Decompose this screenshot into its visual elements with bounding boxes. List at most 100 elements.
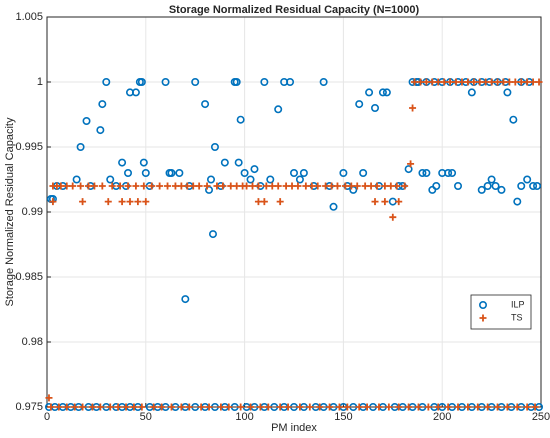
data-point <box>116 182 124 190</box>
data-point <box>260 198 268 206</box>
data-point <box>319 78 328 87</box>
data-point <box>448 169 457 178</box>
data-point <box>72 175 81 184</box>
data-point <box>205 403 213 411</box>
data-point <box>236 115 245 124</box>
data-point <box>126 198 134 206</box>
data-point <box>401 182 409 190</box>
data-point <box>124 182 132 190</box>
data-point <box>470 78 478 86</box>
data-point <box>381 198 389 206</box>
legend-label: TS <box>511 312 523 322</box>
data-point <box>284 403 292 411</box>
data-point <box>124 169 133 178</box>
data-point <box>131 88 140 97</box>
y-tick-label: 0.995 <box>15 141 43 153</box>
data-point <box>243 182 251 190</box>
data-point <box>387 182 395 190</box>
data-point <box>282 182 290 190</box>
data-point <box>262 182 270 190</box>
data-point <box>264 403 272 411</box>
data-point <box>106 175 115 184</box>
data-point <box>77 182 85 190</box>
data-point <box>474 403 482 411</box>
data-point <box>140 182 148 190</box>
data-point <box>378 88 387 97</box>
data-point <box>45 394 53 402</box>
data-point <box>164 182 172 190</box>
data-point <box>183 182 191 190</box>
data-point <box>363 403 371 411</box>
data-point <box>63 182 71 190</box>
data-point <box>434 403 442 411</box>
data-point <box>203 182 211 190</box>
data-point <box>142 198 150 206</box>
data-point <box>322 182 330 190</box>
data-point <box>289 169 298 178</box>
data-point <box>484 403 492 411</box>
data-point <box>189 182 197 190</box>
data-point <box>220 158 229 167</box>
data-point <box>148 182 156 190</box>
data-point <box>409 104 417 112</box>
data-point <box>299 169 308 178</box>
data-point <box>191 78 200 87</box>
data-point <box>49 198 57 206</box>
y-tick-label: 0.985 <box>15 271 43 283</box>
y-tick-label: 1 <box>37 76 43 88</box>
data-point <box>55 403 63 411</box>
data-point <box>302 182 310 190</box>
data-point <box>104 198 112 206</box>
data-point <box>444 403 452 411</box>
y-tick-label: 0.99 <box>22 206 43 218</box>
data-point <box>482 78 490 86</box>
data-point <box>137 78 146 87</box>
data-point <box>499 78 507 86</box>
data-point <box>477 185 486 194</box>
x-axis-label: PM index <box>271 422 317 434</box>
data-point <box>207 175 216 184</box>
data-point <box>393 182 401 190</box>
data-point <box>434 78 442 86</box>
data-point <box>296 403 304 411</box>
data-point <box>254 182 262 190</box>
data-point <box>185 403 193 411</box>
data-point <box>96 126 105 135</box>
data-point <box>422 169 431 178</box>
data-point <box>523 78 531 86</box>
data-point <box>513 197 522 206</box>
data-point <box>359 169 368 178</box>
data-point <box>440 78 448 86</box>
data-point <box>167 403 175 411</box>
data-point <box>454 182 463 191</box>
data-point <box>98 100 107 109</box>
data-point <box>171 182 179 190</box>
data-point <box>69 182 77 190</box>
data-point <box>256 403 264 411</box>
data-point <box>382 88 391 97</box>
data-point <box>177 403 185 411</box>
data-point <box>385 403 393 411</box>
data-point <box>355 403 363 411</box>
data-point <box>458 78 466 86</box>
data-point <box>464 403 472 411</box>
data-point <box>533 182 542 191</box>
data-point <box>246 175 255 184</box>
data-point <box>306 403 314 411</box>
data-point <box>276 403 284 411</box>
data-point <box>276 198 284 206</box>
data-point <box>523 403 531 411</box>
data-point <box>96 403 104 411</box>
legend-marker <box>478 300 487 309</box>
y-tick-label: 1.005 <box>15 11 43 23</box>
data-point <box>139 158 148 167</box>
axes-box <box>46 16 542 408</box>
data-point <box>422 78 430 86</box>
data-point <box>314 182 322 190</box>
data-point <box>333 182 341 190</box>
data-point <box>365 88 374 97</box>
data-point <box>260 78 269 87</box>
data-point <box>329 202 338 211</box>
data-point <box>82 117 91 126</box>
data-point <box>343 403 351 411</box>
